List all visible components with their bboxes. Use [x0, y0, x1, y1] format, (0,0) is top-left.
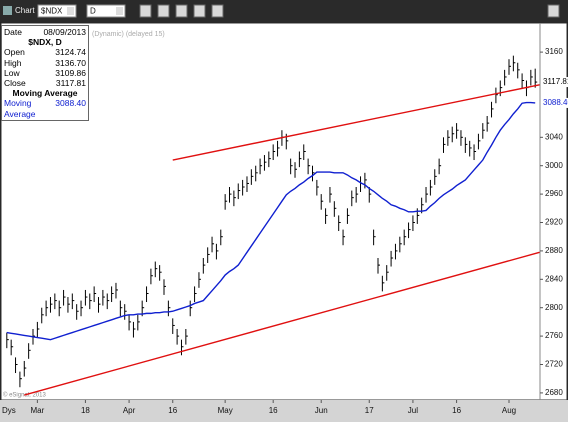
interval-button[interactable]	[116, 7, 123, 15]
moving-average-line	[6, 101, 536, 341]
y-tick-label: 2720	[545, 360, 563, 369]
x-tick-label: Apr	[123, 406, 136, 415]
y-tick-label: 3040	[545, 132, 563, 141]
x-tick-label: 18	[81, 406, 90, 415]
y-tick-label: 2840	[545, 274, 563, 283]
label: Open	[4, 47, 25, 58]
symbol-input[interactable]	[37, 4, 77, 18]
x-tick-label: 16	[168, 406, 177, 415]
value: 3124.74	[55, 47, 86, 58]
value: 3117.81	[55, 78, 86, 89]
y-tick-label: 2800	[545, 303, 563, 312]
x-tick-label: 16	[269, 406, 278, 415]
value: 3088.40	[55, 98, 86, 109]
y-tick-label: 3160	[545, 47, 563, 56]
label: Moving Average	[4, 98, 36, 119]
x-axis-bar	[0, 400, 568, 422]
x-tick-label: Jun	[315, 406, 328, 415]
value: 3136.70	[55, 57, 86, 68]
last-label-box	[541, 77, 568, 88]
y-tick-label: 2880	[545, 246, 563, 255]
y-tick-label: 2680	[545, 388, 563, 397]
symbol-button[interactable]	[67, 7, 74, 15]
tooltip-row: High 3136.70	[4, 58, 86, 68]
tooltip-row: Open 3124.74	[4, 47, 86, 57]
x-tick-label: Aug	[502, 406, 516, 415]
label: Low	[4, 67, 20, 78]
y-tick-label: 2760	[545, 331, 563, 340]
tool-icon[interactable]	[211, 4, 224, 18]
tool-icon[interactable]	[193, 4, 206, 18]
y-tick-label: 2960	[545, 189, 563, 198]
tool-icon[interactable]	[139, 4, 152, 18]
label: High	[4, 57, 22, 68]
window-icon[interactable]	[547, 4, 560, 18]
tooltip-row: Low 3109.86	[4, 68, 86, 78]
value: 3109.86	[55, 67, 86, 78]
interval-label: Dys	[2, 406, 16, 415]
last-label: 3117.81	[543, 77, 568, 86]
tooltip: Date 08/09/2013 $NDX, D Open 3124.74 High 3…	[1, 25, 89, 121]
toolbar	[0, 0, 568, 22]
tooltip-row: Close 3117.81	[4, 78, 86, 88]
x-tick-label: Jul	[408, 406, 418, 415]
interval-input[interactable]	[86, 4, 126, 18]
last-label-box	[541, 97, 568, 108]
toolbar-icons	[139, 4, 560, 18]
x-tick-label: Mar	[30, 406, 44, 415]
tool-icon[interactable]	[175, 4, 188, 18]
interval-text: D	[90, 7, 96, 16]
tooltip-symbol: $NDX, D	[28, 37, 62, 48]
y-tick-label: 3000	[545, 161, 563, 170]
chart-subtitle: (Dynamic) (delayed 15)	[92, 31, 165, 38]
trend-line	[24, 251, 540, 396]
tooltip-row: Date 08/09/2013	[4, 27, 86, 37]
chart-icon	[3, 6, 12, 15]
symbol-text: $NDX	[41, 7, 63, 16]
value: 08/09/2013	[43, 27, 86, 37]
x-tick-label: 16	[452, 406, 461, 415]
label: Date	[4, 27, 22, 37]
toolbar-title: Chart	[15, 6, 35, 15]
tool-icon[interactable]	[157, 4, 170, 18]
tooltip-study: Moving Average	[12, 88, 78, 99]
x-tick-label: May	[218, 406, 233, 415]
tooltip-row: Moving Average 3088.40	[4, 98, 86, 118]
label: Close	[4, 78, 26, 89]
x-tick-label: 17	[365, 406, 374, 415]
plot-area	[0, 22, 568, 401]
last-label: 3088.40	[543, 98, 568, 107]
y-tick-label: 2920	[545, 218, 563, 227]
trend-line	[172, 84, 540, 161]
